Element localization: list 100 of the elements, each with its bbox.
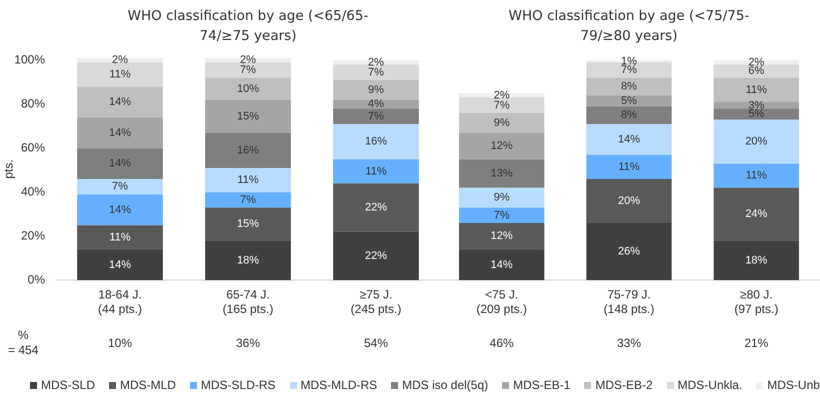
text: 54% (364, 336, 388, 352)
chart-title: WHO classification by age (<65/65-74/≥75 years) (126, 7, 370, 46)
y-tick-label: 40% (20, 184, 46, 199)
y-tick-label: 60% (20, 140, 46, 155)
data-label: 18% (745, 254, 768, 266)
data-label: 6% (748, 65, 764, 78)
bar (714, 188, 799, 241)
data-label: 9% (494, 116, 510, 129)
data-label: 11% (746, 84, 768, 96)
bar (205, 208, 291, 241)
legend-label: MDS-Unb (766, 378, 820, 392)
bar (714, 164, 799, 188)
text: 36% (236, 336, 260, 352)
bar (77, 225, 163, 250)
x-tick-label: 18-64 J. (44 pts.) (98, 288, 142, 316)
bar (77, 179, 163, 194)
data-label: 7% (494, 99, 510, 112)
bar (714, 64, 799, 78)
y-axis-title: pts. (2, 159, 16, 179)
bar (459, 208, 544, 223)
data-label: 9% (368, 84, 384, 96)
data-label: 11% (618, 160, 640, 173)
data-label: 11% (746, 170, 768, 182)
data-label: 12% (490, 140, 513, 152)
data-label: 15% (236, 110, 260, 122)
bar (714, 120, 799, 164)
bar (205, 192, 291, 208)
bar (205, 168, 291, 192)
data-label: 7% (368, 110, 384, 122)
data-label: 2% (112, 54, 128, 66)
text: % = 454 (8, 328, 38, 358)
data-label: 2% (368, 56, 384, 68)
x-tick-label: ≥80 J. (97 pts.) (734, 288, 778, 316)
data-label: 7% (494, 209, 510, 222)
data-label: 16% (364, 136, 388, 148)
bar (77, 148, 163, 179)
bar (459, 113, 544, 133)
x-tick-label: 75-79 J. (148 pts.) (604, 288, 654, 316)
data-label: 7% (240, 64, 256, 76)
legend-label: MDS-Unkla. (676, 378, 742, 392)
data-label: 26% (618, 246, 640, 258)
bar (459, 223, 544, 250)
bar (333, 183, 419, 232)
data-label: 9% (494, 192, 510, 204)
data-label: 13% (490, 168, 513, 180)
bar (586, 179, 672, 223)
x-tick-label: <75 J. (209 pts.) (476, 288, 528, 316)
data-label: 14% (618, 133, 640, 146)
data-label: 7% (621, 64, 638, 76)
data-label: 7% (112, 180, 128, 193)
bar (205, 100, 291, 133)
bar (333, 108, 419, 124)
bar (77, 249, 163, 280)
data-label: 14% (108, 204, 132, 216)
text: 21% (744, 336, 768, 352)
data-label: 7% (240, 194, 256, 206)
bar (714, 240, 799, 280)
data-label: 14% (108, 158, 132, 170)
bar (459, 132, 544, 160)
legend-label: MDS-SLD-RS (200, 378, 276, 392)
text: 46% (490, 336, 514, 352)
bar (205, 132, 291, 168)
bar (333, 64, 419, 80)
data-label: 11% (109, 231, 131, 244)
bar (77, 117, 163, 148)
text: 10% (108, 336, 132, 352)
bar (586, 124, 672, 155)
data-label: 5% (621, 94, 638, 107)
data-label: 22% (364, 250, 388, 262)
y-tick-label: 100% (14, 52, 46, 67)
bar (586, 223, 672, 280)
data-label: 7% (368, 66, 384, 78)
bar (459, 188, 544, 208)
data-label: 2% (240, 54, 256, 66)
data-label: 8% (621, 109, 638, 122)
bar (459, 98, 544, 113)
data-label: 4% (368, 98, 384, 110)
bar (459, 249, 544, 280)
data-label: 18% (236, 254, 260, 266)
data-label: 15% (236, 218, 260, 230)
bar (77, 86, 163, 118)
data-label: 11% (365, 165, 387, 178)
bar (333, 80, 419, 100)
legend-label: MDS-MLD (118, 378, 176, 392)
bar (586, 95, 672, 106)
data-label: 11% (237, 174, 259, 186)
legend-label: MDS-EB-2 (594, 378, 653, 392)
legend-label: MDS iso del(5q) (401, 378, 488, 392)
x-tick-label: 65-74 J. (165 pts.) (222, 288, 274, 316)
y-tick-label: 80% (20, 96, 46, 111)
data-label: 16% (236, 144, 260, 156)
data-label: 20% (745, 136, 768, 148)
bar (77, 62, 163, 87)
bar (333, 159, 419, 184)
data-label: 24% (745, 208, 768, 220)
bar (714, 108, 799, 120)
data-label: 20% (618, 195, 640, 208)
text: 33% (617, 336, 642, 352)
data-label: 8% (621, 80, 638, 93)
y-tick-label: 0% (28, 272, 46, 287)
